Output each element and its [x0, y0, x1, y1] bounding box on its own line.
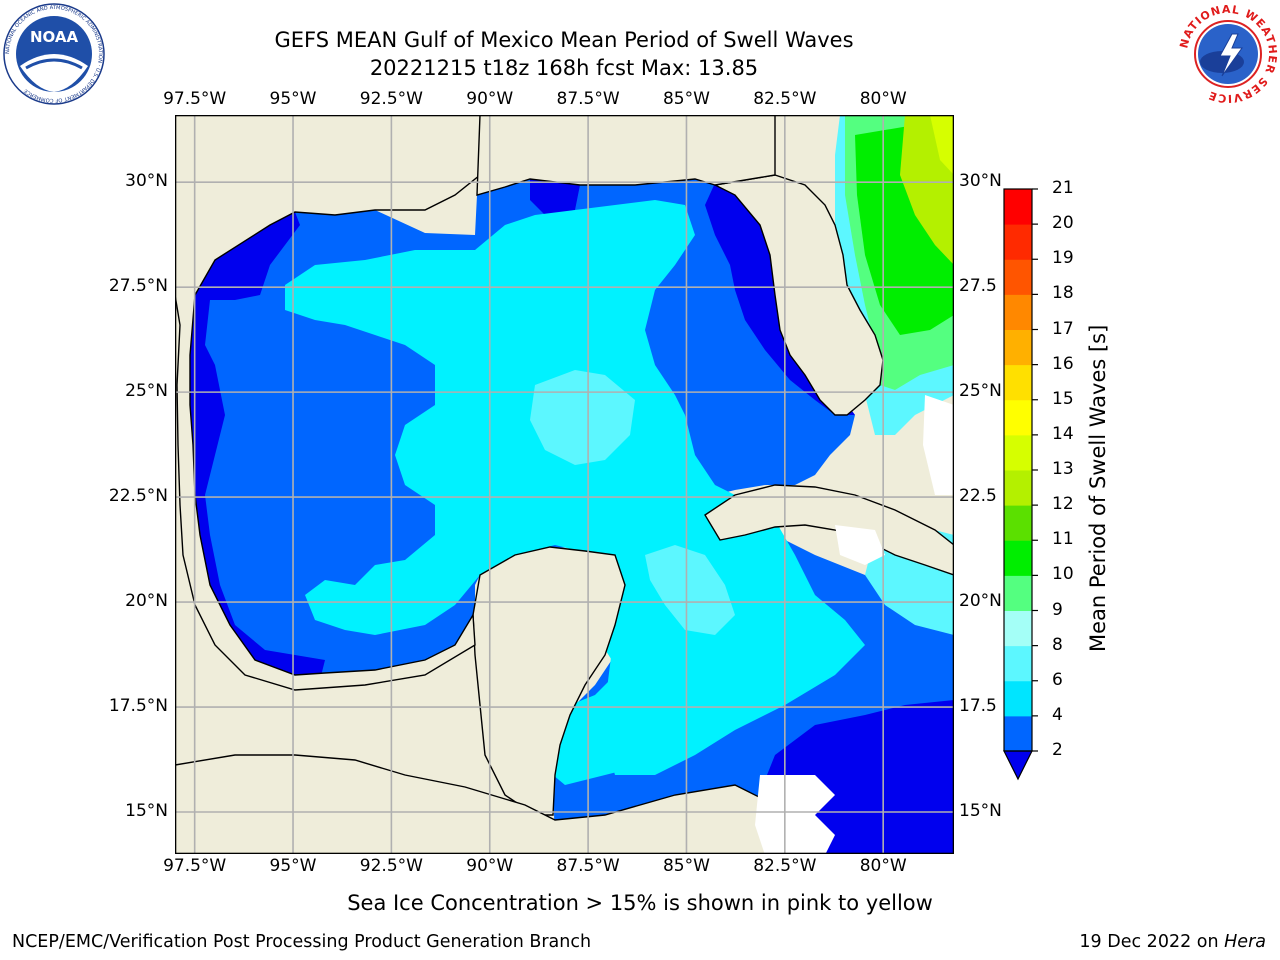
swell-band-west — [190, 212, 325, 680]
lon-tick-label-bottom: 82.5°W — [753, 856, 817, 876]
colorbar-swatch — [1004, 680, 1032, 717]
lon-tick-label-bottom: 90°W — [466, 856, 514, 876]
colorbar-tick-label: 6 — [1052, 669, 1063, 690]
colorbar-tick-label: 20 — [1052, 213, 1074, 234]
nodata-patch-1 — [755, 775, 835, 854]
map-frame — [175, 115, 954, 854]
land-us-gulf-coast — [476, 115, 776, 196]
lat-tick-label-right: 27.5 — [959, 276, 997, 297]
lat-tick-label-right: 15°N — [959, 801, 1002, 821]
chart-title: GEFS MEAN Gulf of Mexico Mean Period of … — [274, 28, 854, 52]
lon-tick-label-bottom: 80°W — [859, 856, 907, 876]
lat-tick-label-right: 22.5 — [959, 486, 997, 507]
colorbar-tick-label: 2 — [1052, 740, 1063, 760]
colorbar-tick-label: 9 — [1052, 599, 1063, 620]
colorbar-extend-triangle — [1003, 750, 1033, 781]
colorbar-tick-label: 4 — [1052, 704, 1063, 725]
land-cuba — [704, 484, 954, 576]
colorbar-tick-label: 19 — [1052, 248, 1074, 269]
colorbar-tick-label: 11 — [1052, 529, 1074, 550]
colorbar-swatch — [1004, 645, 1032, 682]
colorbar-tick-label: 21 — [1052, 178, 1074, 198]
colorbar-swatch — [1004, 294, 1032, 330]
lat-tick-label-left: 17.5°N — [108, 696, 168, 717]
colorbar-swatch — [1004, 540, 1032, 576]
colorbar-tick-label: 13 — [1052, 459, 1074, 479]
colorbar-tick-label: 15 — [1052, 388, 1074, 409]
colorbar-swatch — [1004, 224, 1032, 260]
map-panel — [175, 115, 954, 854]
lat-tick-label-left: 27.5°N — [108, 276, 168, 297]
noaa-logo-text: NOAA — [30, 28, 79, 46]
lat-tick-label-right: 20°N — [959, 591, 1002, 612]
lat-tick-label-left: 30°N — [125, 171, 168, 192]
graticule — [175, 115, 954, 854]
colorbar-tick-label: 12 — [1052, 494, 1074, 515]
lon-tick-label-top: 97.5°W — [163, 89, 227, 109]
colorbar-tick-label: 14 — [1052, 423, 1074, 444]
lon-tick-label-bottom: 87.5°W — [556, 856, 620, 876]
swell-core-cyan — [285, 200, 865, 775]
footer-date: 19 Dec 2022 on Hera — [1079, 932, 1266, 952]
lon-tick-label-top: 85°W — [662, 89, 710, 109]
nodata-patch-2 — [923, 395, 954, 495]
lon-tick-label-top: 87.5°W — [556, 89, 620, 109]
swell-patch-light-2 — [645, 545, 735, 635]
land-florida — [712, 174, 884, 416]
colorbar-swatch — [1004, 259, 1032, 295]
lon-tick-label-bottom: 92.5°W — [359, 856, 423, 876]
colorbar-label: Mean Period of Swell Waves [s] — [1086, 324, 1110, 652]
footer-branch: NCEP/EMC/Verification Post Processing Pr… — [12, 932, 592, 952]
colorbar-tick-label: 17 — [1052, 318, 1074, 339]
colorbar-swatch — [1004, 715, 1032, 752]
footer-date-text: 19 Dec 2022 on — [1079, 932, 1225, 952]
colorbar-swatch — [1004, 399, 1032, 436]
noaa-logo-icon: NOAA NATIONAL OCEANIC AND ATMOSPHERIC AD… — [3, 3, 105, 105]
nodata-patch-3 — [835, 525, 885, 565]
lon-tick-label-bottom: 85°W — [662, 856, 710, 876]
colorbar-swatch — [1004, 329, 1032, 366]
lon-tick-label-top: 80°W — [859, 89, 907, 109]
lon-tick-label-top: 90°W — [466, 89, 514, 109]
lat-tick-label-right: 30°N — [959, 171, 1002, 192]
swell-band-nw-top — [530, 179, 580, 215]
colorbar-tick-label: 16 — [1052, 353, 1074, 374]
colorbar-swatch — [1004, 470, 1032, 506]
lon-tick-label-bottom: 95°W — [269, 856, 317, 876]
land-mexico-west — [175, 115, 486, 691]
colorbar-tick-label: 10 — [1052, 564, 1074, 585]
colorbar — [1003, 188, 1038, 781]
colorbar-swatch — [1004, 575, 1032, 611]
lon-tick-label-top: 95°W — [269, 89, 317, 109]
sea-ice-note: Sea Ice Concentration > 15% is shown in … — [347, 891, 933, 915]
chart-subtitle: 20221215 t18z 168h fcst Max: 13.85 — [369, 56, 759, 80]
swell-patch-light-1 — [530, 370, 635, 465]
lat-tick-label-right: 17.5 — [959, 696, 997, 717]
lat-tick-label-left: 25°N — [125, 381, 168, 402]
atlantic-swell-yellow — [930, 115, 954, 175]
colorbar-tick-label: 18 — [1052, 283, 1074, 304]
nws-logo-icon: NATIONAL WEATHER SERVICE — [1177, 3, 1278, 105]
colorbar-swatch — [1004, 505, 1032, 541]
colorbar-swatch — [1004, 434, 1032, 471]
lat-tick-label-left: 22.5°N — [108, 486, 168, 507]
colorbar-tick-label: 8 — [1052, 634, 1063, 655]
colorbar-swatch — [1004, 364, 1032, 401]
lon-tick-label-top: 82.5°W — [753, 89, 817, 109]
lon-tick-label-top: 92.5°W — [359, 89, 423, 109]
land-yucatan — [472, 546, 626, 816]
colorbar-swatch — [1004, 610, 1032, 647]
lon-tick-label-bottom: 97.5°W — [163, 856, 227, 876]
lat-tick-label-right: 25°N — [959, 381, 1002, 402]
colorbar-swatch — [1004, 189, 1032, 225]
footer-machine: Hera — [1224, 932, 1266, 952]
lat-tick-label-left: 15°N — [125, 801, 168, 821]
lat-tick-label-left: 20°N — [125, 591, 168, 612]
